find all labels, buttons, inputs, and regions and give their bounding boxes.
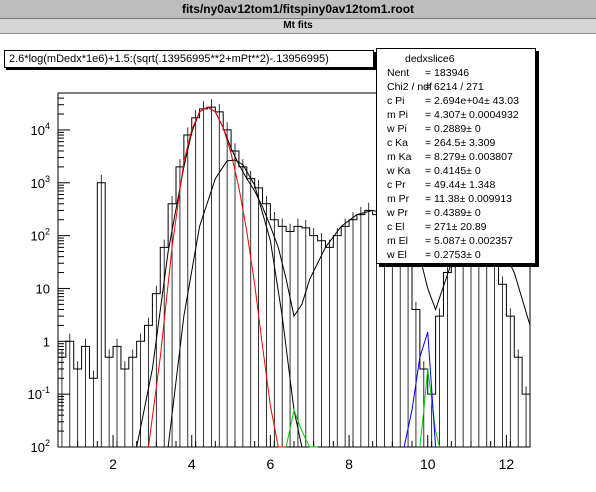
x-tick-label: 8 xyxy=(345,456,353,472)
stats-value: = 264.5± 3.309 xyxy=(425,137,496,149)
fit-curve xyxy=(419,368,441,448)
stats-row: m El = 5.087± 0.002357 xyxy=(377,235,537,249)
x-tick-label: 10 xyxy=(420,456,436,472)
chart-series xyxy=(58,99,531,448)
canvas-title-bar: Mt fits xyxy=(0,19,596,34)
stats-value: = 0.4389± 0 xyxy=(425,207,481,219)
stats-row: m Pi = 4.307± 0.0004932 xyxy=(377,109,537,123)
stats-value: = 0.2753± 0 xyxy=(425,249,481,261)
stats-value: = 271± 20.89 xyxy=(425,221,487,233)
fit-curve xyxy=(403,331,437,448)
formula-text: 2.6*log(mDedx*1e6)+1.5:(sqrt(.13956995**… xyxy=(9,53,329,65)
y-tick-label: 102 xyxy=(31,438,50,455)
stats-row: m Ka = 8.279± 0.003807 xyxy=(377,151,537,165)
x-tick-label: 6 xyxy=(267,456,275,472)
stats-title: dedxslice6 xyxy=(405,53,455,65)
stats-key: m Pi xyxy=(387,109,408,121)
stats-row: m Pr = 11.38± 0.009913 xyxy=(377,193,537,207)
stats-key: c El xyxy=(387,221,405,233)
stats-value: = 0.2889± 0 xyxy=(425,123,481,135)
stats-row: w Pi = 0.2889± 0 xyxy=(377,123,537,137)
y-tick-label: 104 xyxy=(31,121,50,138)
histogram-series xyxy=(58,106,530,395)
y-tick-label: 10-1 xyxy=(28,385,50,402)
stats-row: c Pi = 2.694e+04± 43.03 xyxy=(377,95,537,109)
stats-key: c Ka xyxy=(387,137,409,149)
stats-row: c El = 271± 20.89 xyxy=(377,221,537,235)
stats-value: = 8.279± 0.003807 xyxy=(425,151,513,163)
stats-row: c Ka = 264.5± 3.309 xyxy=(377,137,537,151)
canvas-title: Mt fits xyxy=(283,20,313,31)
stats-value: = 11.38± 0.009913 xyxy=(425,193,513,205)
stats-key: m Ka xyxy=(387,151,412,163)
x-tick-label: 4 xyxy=(188,456,196,472)
stats-key: w Ka xyxy=(387,165,411,177)
y-tick-label: 10 xyxy=(36,281,50,296)
stats-value: = 183946 xyxy=(425,67,470,79)
stats-row: Chi2 / ndf = 6214 / 271 xyxy=(377,81,537,95)
stats-key: m Pr xyxy=(387,193,410,205)
fit-curve xyxy=(167,159,303,448)
y-tick-label: 102 xyxy=(31,227,50,244)
stats-value: = 49.44± 1.348 xyxy=(425,179,496,191)
stats-key: m El xyxy=(387,235,408,247)
stats-key: w Pi xyxy=(387,123,407,135)
stats-row: w Pr = 0.4389± 0 xyxy=(377,207,537,221)
stats-row: w El = 0.2753± 0 xyxy=(377,249,537,263)
y-tick-label: 103 xyxy=(31,174,50,191)
window-title: fits/ny0av12tom1/fitspiny0av12tom1.root xyxy=(181,2,415,16)
y-tick-label: 1 xyxy=(43,334,50,349)
stats-title-row: dedxslice6 xyxy=(377,53,537,67)
fit-curve xyxy=(147,106,287,448)
fit-curve xyxy=(285,408,318,448)
stats-key: c Pi xyxy=(387,95,405,107)
stats-key: w Pr xyxy=(387,207,408,219)
stats-row: w Ka = 0.4145± 0 xyxy=(377,165,537,179)
stats-value: = 0.4145± 0 xyxy=(425,165,481,177)
stats-key: Nent xyxy=(387,67,410,79)
stats-value: = 6214 / 271 xyxy=(425,81,484,93)
stats-row: Nent = 183946 xyxy=(377,67,537,81)
stats-box[interactable]: dedxslice6 Nent = 183946 Chi2 / ndf = 6214 … xyxy=(376,48,536,264)
formula-label[interactable]: 2.6*log(mDedx*1e6)+1.5:(sqrt(.13956995**… xyxy=(4,50,374,68)
stats-row: c Pr = 49.44± 1.348 xyxy=(377,179,537,193)
stats-value: = 4.307± 0.0004932 xyxy=(425,109,519,121)
x-tick-label: 12 xyxy=(499,456,515,472)
stats-key: c Pr xyxy=(387,179,406,191)
stats-key: Chi2 / ndf xyxy=(387,81,432,93)
stats-value: = 5.087± 0.002357 xyxy=(425,235,513,247)
stats-key: w El xyxy=(387,249,407,261)
window-title-bar: fits/ny0av12tom1/fitspiny0av12tom1.root xyxy=(0,0,596,19)
x-tick-label: 2 xyxy=(109,456,117,472)
stats-value: = 2.694e+04± 43.03 xyxy=(425,95,519,107)
